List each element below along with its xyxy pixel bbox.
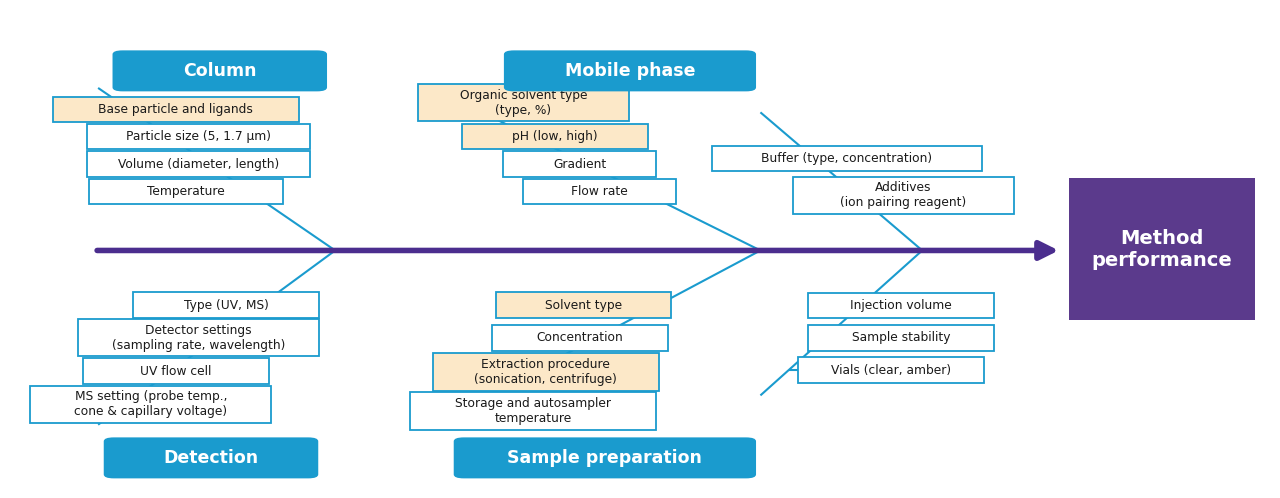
FancyBboxPatch shape: [419, 84, 628, 121]
Text: Injection volume: Injection volume: [850, 299, 952, 312]
Text: Vials (clear, amber): Vials (clear, amber): [831, 364, 951, 376]
Text: Volume (diameter, length): Volume (diameter, length): [118, 157, 279, 171]
Text: Column: Column: [183, 62, 256, 80]
Text: Method
performance: Method performance: [1092, 229, 1233, 269]
FancyBboxPatch shape: [52, 97, 298, 122]
Text: Gradient: Gradient: [553, 157, 607, 171]
Text: Sample preparation: Sample preparation: [507, 449, 703, 467]
FancyBboxPatch shape: [794, 177, 1014, 214]
FancyBboxPatch shape: [462, 124, 648, 149]
FancyBboxPatch shape: [88, 179, 283, 204]
FancyBboxPatch shape: [453, 437, 756, 479]
FancyBboxPatch shape: [87, 124, 310, 149]
FancyBboxPatch shape: [712, 145, 982, 171]
FancyBboxPatch shape: [104, 437, 319, 479]
FancyBboxPatch shape: [808, 293, 993, 318]
Text: Buffer (type, concentration): Buffer (type, concentration): [762, 152, 933, 165]
FancyBboxPatch shape: [808, 325, 993, 351]
Text: Concentration: Concentration: [536, 331, 623, 344]
Text: Storage and autosampler
temperature: Storage and autosampler temperature: [456, 397, 612, 425]
Text: Mobile phase: Mobile phase: [564, 62, 695, 80]
Text: Temperature: Temperature: [147, 185, 225, 198]
FancyBboxPatch shape: [524, 179, 676, 204]
Text: Extraction procedure
(sonication, centrifuge): Extraction procedure (sonication, centri…: [475, 358, 617, 386]
FancyBboxPatch shape: [495, 292, 672, 318]
FancyBboxPatch shape: [503, 151, 657, 177]
FancyBboxPatch shape: [31, 385, 271, 423]
FancyBboxPatch shape: [133, 292, 319, 318]
FancyBboxPatch shape: [1069, 178, 1254, 320]
FancyBboxPatch shape: [87, 151, 310, 177]
FancyBboxPatch shape: [433, 354, 659, 390]
FancyBboxPatch shape: [113, 50, 326, 91]
FancyBboxPatch shape: [492, 325, 668, 351]
Text: Detection: Detection: [164, 449, 259, 467]
Text: pH (low, high): pH (low, high): [512, 130, 598, 143]
Text: UV flow cell: UV flow cell: [141, 365, 211, 377]
FancyBboxPatch shape: [83, 359, 269, 383]
FancyBboxPatch shape: [504, 50, 756, 91]
Text: Particle size (5, 1.7 μm): Particle size (5, 1.7 μm): [125, 130, 271, 143]
FancyBboxPatch shape: [78, 319, 319, 357]
Text: Additives
(ion pairing reagent): Additives (ion pairing reagent): [840, 181, 966, 209]
Text: MS setting (probe temp.,
cone & capillary voltage): MS setting (probe temp., cone & capillar…: [74, 390, 228, 418]
FancyBboxPatch shape: [411, 392, 657, 430]
FancyBboxPatch shape: [797, 358, 984, 383]
Text: Detector settings
(sampling rate, wavelength): Detector settings (sampling rate, wavele…: [111, 324, 285, 352]
Text: Type (UV, MS): Type (UV, MS): [183, 299, 269, 312]
Text: Base particle and ligands: Base particle and ligands: [99, 103, 253, 116]
Text: Sample stability: Sample stability: [851, 331, 950, 344]
Text: Organic solvent type
(type, %): Organic solvent type (type, %): [460, 89, 588, 117]
Text: Flow rate: Flow rate: [571, 185, 628, 198]
Text: Solvent type: Solvent type: [545, 299, 622, 312]
